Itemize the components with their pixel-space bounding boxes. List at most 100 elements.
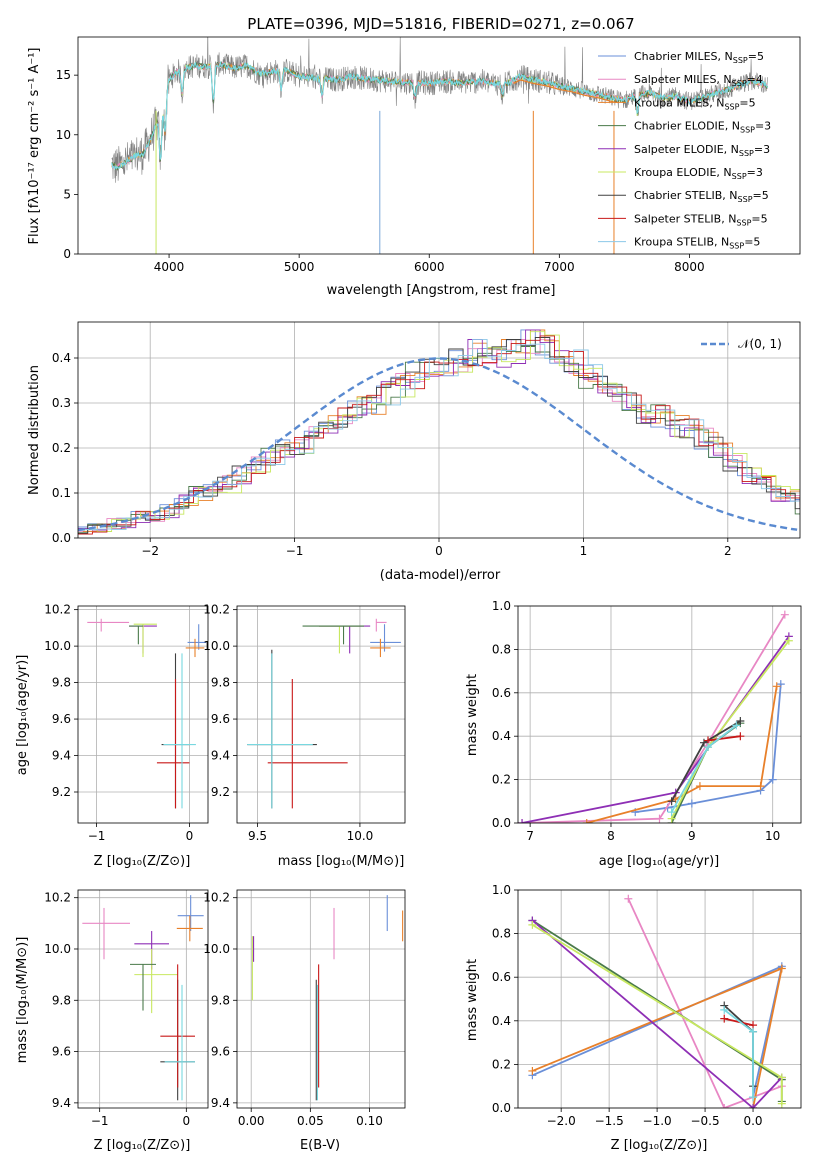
panel-mw-z-xtick-label: −1.0 [643,1114,672,1128]
panel-mw-age-ytick-label: 0.6 [492,686,511,700]
mw-z-point-salpeter-elodie [749,1104,758,1108]
panel-mw-z-ytick-label: 0.6 [492,970,511,984]
mw-age-point-chabrier-miles [687,799,696,808]
residual-xlabel: (data-model)/error [380,568,501,583]
figure-title: PLATE=0396, MJD=51816, FIBERID=0271, z=0… [247,15,634,33]
mw-z-line-salpeter-elodie [531,919,783,1108]
panel-mass-z-xtick-label: −1 [91,1114,109,1128]
residual-xtick-label: 2 [724,544,732,558]
panel-age-z-frame [77,605,209,824]
panel-mw-z-xtick-label: −2.0 [547,1114,576,1128]
mw-age-point-kroupa-miles [695,782,704,791]
mw-z-line-kroupa-stelib [723,1009,754,1098]
legend-label-chabrier_elodie: Chabrier ELODIE, NSSP=3 [634,120,771,135]
panel-age-mass-xtick-label: 10.0 [347,829,374,843]
panel-mass-ebv-ytick-label: 9.6 [211,1045,230,1059]
panel-mass-z-marks [82,895,204,1101]
panel-age-z-xtick-label: −1 [88,829,106,843]
mw-age-line-chabrier-stelib [670,720,741,802]
panel-mw-z-ytick-label: 0.0 [492,1101,511,1115]
panel-mw-z-xtick-label: 0.0 [743,1114,762,1128]
panel-mw-age-ytick-label: 0.8 [492,642,511,656]
residual-ytick-label: 0.1 [52,486,71,500]
panel-mw-z-ytick-label: 0.8 [492,927,511,941]
mw-age-point-chabrier-stelib [736,717,745,726]
residual-xtick-label: −2 [141,544,159,558]
panel-mass-ebv-ytick-label: 10.2 [203,891,230,905]
spectrum-model-chabrier_elodie [111,61,768,171]
spectrum-legend: Chabrier MILES, NSSP=5 Salpeter MILES, NS… [598,50,771,251]
mw-age-point-chabrier-miles [776,680,785,689]
panel-age-z-ytick-label: 9.6 [52,712,71,726]
panel-mw-age-xtick-label: 9 [688,829,696,843]
panel-mw-z-xtick-label: −1.5 [595,1114,624,1128]
panel-mw-age-xtick-label: 8 [607,829,615,843]
panel-mass-ebv-frame [236,889,406,1109]
mw-age-line-salpeter-miles [521,614,786,823]
panel-mass-ebv-ytick-label: 9.8 [211,993,230,1007]
mw-z-point-kroupa-miles [777,964,786,973]
mw-z-point-salpeter-miles [720,1104,729,1108]
mw-z-point-kroupa-stelib [749,1093,758,1102]
panel-mw-z-xlabel: Z [log₁₀(Z/Z⊙)] [611,1138,708,1153]
panel-age-z-ytick-label: 10.2 [44,603,71,617]
mw-age-line-chabrier-miles [635,684,782,813]
mw-age-point-kroupa-elodie [784,636,793,645]
panel-age-mass-marks [247,618,401,809]
panel-mass-ebv-ytick-label: 10.0 [203,942,230,956]
spectrum-ytick-label: 0 [63,247,71,261]
spectrum-xtick-label: 7000 [544,260,575,274]
panel-mw-z-ytick-label: 1.0 [492,883,511,897]
panel-mw-age-xlabel: age [log₁₀(age/yr)] [599,854,720,869]
residual-plot-area [78,322,800,538]
legend-label-kroupa_miles: Kroupa MILES, NSSP=5 [634,96,756,111]
spectrum-xtick-label: 8000 [674,260,705,274]
residual-ytick-label: 0.4 [52,351,71,365]
legend-label-chabrier_miles: Chabrier MILES, NSSP=5 [634,50,764,65]
mw-age-point-chabrier-stelib [667,797,676,806]
panel-age-mass-ytick-label: 9.4 [211,749,230,763]
residual-ytick-label: 0.2 [52,441,71,455]
panel-mass-z: −1 0 9.4 9.6 9.8 10.0 10.2 [44,889,209,1128]
residual-xtick-label: 1 [580,544,588,558]
panel-mass-z-frame [77,889,209,1109]
panel-mw-age: 7 8 9 10 0.0 0.2 0.4 0.6 0.8 1.0 [492,599,802,843]
residual-panel: −2 −1 0 1 2 0.0 0.1 0.2 0.3 0.4 (data-model)/erro… [27,321,801,583]
spectrum-xtick-label: 4000 [154,260,185,274]
panel-age-mass-ytick-label: 9.6 [211,712,230,726]
panel-mw-z-ytick-label: 0.2 [492,1057,511,1071]
mw-age-point-chabrier-miles [768,775,777,784]
spectrum-ytick-label: 10 [56,128,71,142]
residual-steps [78,329,800,535]
panel-mw-age-frame [517,605,802,824]
panel-age-z-ytick-label: 9.2 [52,785,71,799]
panel-mass-ebv-marks [251,895,404,1101]
residual-ticks: −2 −1 0 1 2 0.0 0.1 0.2 0.3 0.4 [52,351,732,558]
panel-mass-z-ylabel: mass [log₁₀(M/M⊙)] [15,937,30,1064]
panel-age-z-ytick-label: 9.4 [52,749,71,763]
panel-mass-ebv-xtick-label: 0.10 [356,1114,383,1128]
panel-mw-z-ytick-label: 0.4 [492,1014,511,1028]
panel-age-z-xlabel: Z [log₁₀(Z/Z⊙)] [94,854,191,869]
panel-mw-z-frame [517,889,802,1109]
mw-z-point-salpeter-miles [624,894,633,903]
residual-hist-chabrier_stelib [78,337,800,534]
panel-mass-z-ytick-label: 9.8 [52,993,71,1007]
panel-age-mass: 9.5 10.0 9.2 9.4 9.6 9.8 10.0 10.2 [203,603,406,843]
panel-age-z-ylabel: age [log₁₀(age/yr)] [15,655,30,776]
panel-mw-z-ylabel: mass weight [465,959,480,1041]
mw-z-point-kroupa-elodie [528,920,537,929]
panel-mass-z-ytick-label: 10.2 [44,891,71,905]
spectrum-ticks: 4000 5000 6000 7000 8000 0 5 10 15 [56,68,705,274]
panel-age-mass-ytick-label: 9.8 [211,676,230,690]
panel-age-z-ytick-label: 9.8 [52,676,71,690]
panel-mw-age-xtick-label: 10 [765,829,780,843]
panel-mass-z-ytick-label: 9.4 [52,1096,71,1110]
spectrum-xtick-label: 6000 [414,260,445,274]
spectrum-ylabel: Flux [fλ10⁻¹⁷ erg cm⁻² s⁻¹ A⁻¹] [27,48,42,245]
spectrum-frame [77,36,801,255]
panel-mass-ebv-xtick-label: 0.00 [238,1114,265,1128]
mw-age-line-salpeter-stelib [707,735,741,742]
panel-mw-age-xtick-label: 7 [526,829,534,843]
